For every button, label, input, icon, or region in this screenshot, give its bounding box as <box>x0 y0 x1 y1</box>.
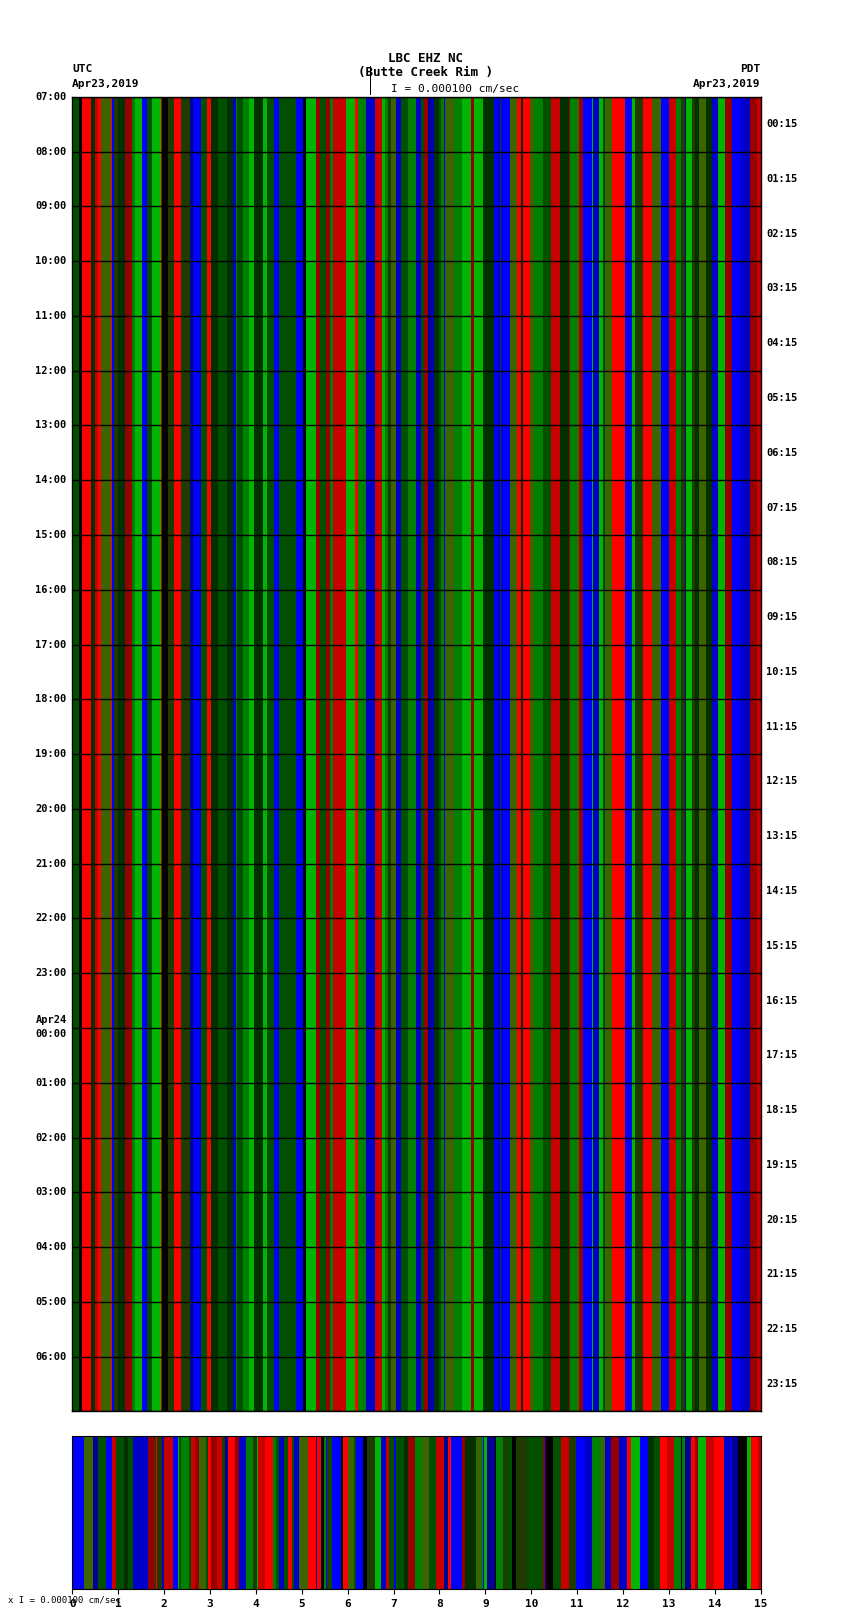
Text: 12:00: 12:00 <box>36 366 66 376</box>
Text: 13:15: 13:15 <box>767 831 797 842</box>
Text: Apr23,2019: Apr23,2019 <box>72 79 139 89</box>
Text: 16:15: 16:15 <box>767 995 797 1005</box>
Text: 05:15: 05:15 <box>767 394 797 403</box>
Text: 06:15: 06:15 <box>767 448 797 458</box>
Text: 19:00: 19:00 <box>36 748 66 760</box>
Text: 00:15: 00:15 <box>767 119 797 129</box>
Text: 15:15: 15:15 <box>767 940 797 950</box>
Text: 02:00: 02:00 <box>36 1132 66 1142</box>
Text: Apr24: Apr24 <box>36 1015 66 1024</box>
Text: 21:00: 21:00 <box>36 858 66 869</box>
Text: 03:00: 03:00 <box>36 1187 66 1197</box>
Text: 01:15: 01:15 <box>767 174 797 184</box>
Text: 04:00: 04:00 <box>36 1242 66 1252</box>
Text: 03:15: 03:15 <box>767 284 797 294</box>
Text: 08:15: 08:15 <box>767 558 797 568</box>
Text: Apr23,2019: Apr23,2019 <box>694 79 761 89</box>
Text: 06:00: 06:00 <box>36 1352 66 1361</box>
Text: 17:00: 17:00 <box>36 639 66 650</box>
Text: PDT: PDT <box>740 65 761 74</box>
Text: 09:00: 09:00 <box>36 202 66 211</box>
Text: 20:00: 20:00 <box>36 803 66 815</box>
Text: 10:15: 10:15 <box>767 666 797 677</box>
Text: 11:00: 11:00 <box>36 311 66 321</box>
Text: 11:15: 11:15 <box>767 721 797 732</box>
Text: 20:15: 20:15 <box>767 1215 797 1224</box>
Text: 13:00: 13:00 <box>36 421 66 431</box>
Text: 18:15: 18:15 <box>767 1105 797 1115</box>
Text: 00:00: 00:00 <box>36 1029 66 1039</box>
Text: I = 0.000100 cm/sec: I = 0.000100 cm/sec <box>391 84 519 94</box>
Text: 22:15: 22:15 <box>767 1324 797 1334</box>
Text: 16:00: 16:00 <box>36 586 66 595</box>
Text: 15:00: 15:00 <box>36 531 66 540</box>
Text: 02:15: 02:15 <box>767 229 797 239</box>
Text: 17:15: 17:15 <box>767 1050 797 1060</box>
Text: 23:00: 23:00 <box>36 968 66 977</box>
Text: 07:00: 07:00 <box>36 92 66 102</box>
Text: 12:15: 12:15 <box>767 776 797 787</box>
Text: (Butte Creek Rim ): (Butte Creek Rim ) <box>358 66 492 79</box>
Text: 01:00: 01:00 <box>36 1077 66 1087</box>
Text: 10:00: 10:00 <box>36 256 66 266</box>
Text: LBC EHZ NC: LBC EHZ NC <box>388 52 462 65</box>
Text: 04:15: 04:15 <box>767 339 797 348</box>
Text: 05:00: 05:00 <box>36 1297 66 1307</box>
Text: x I = 0.000100 cm/sec: x I = 0.000100 cm/sec <box>8 1595 122 1605</box>
Text: UTC: UTC <box>72 65 93 74</box>
Text: 23:15: 23:15 <box>767 1379 797 1389</box>
Text: 14:15: 14:15 <box>767 886 797 895</box>
Text: 21:15: 21:15 <box>767 1269 797 1279</box>
Text: 19:15: 19:15 <box>767 1160 797 1169</box>
Text: 07:15: 07:15 <box>767 503 797 513</box>
Text: 14:00: 14:00 <box>36 476 66 486</box>
Text: 18:00: 18:00 <box>36 694 66 705</box>
Text: 09:15: 09:15 <box>767 613 797 623</box>
Text: 08:00: 08:00 <box>36 147 66 156</box>
Text: 22:00: 22:00 <box>36 913 66 923</box>
